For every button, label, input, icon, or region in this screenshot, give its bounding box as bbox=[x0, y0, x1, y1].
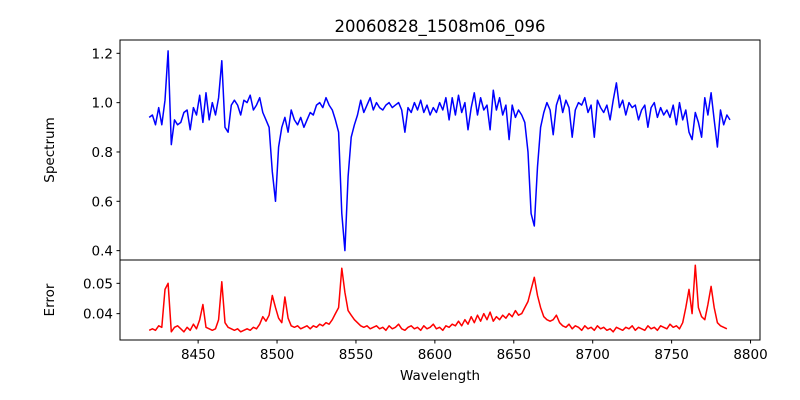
spectrum-series-line bbox=[148, 50, 731, 252]
x-axis-label: Wavelength bbox=[400, 368, 480, 384]
error-x-tick-label: 8600 bbox=[418, 347, 452, 363]
chart-title: 20060828_1508m06_096 bbox=[334, 17, 545, 37]
error-x-tick-label: 8700 bbox=[576, 347, 610, 363]
error-y-axis-label: Error bbox=[42, 283, 58, 316]
error-series-line bbox=[148, 264, 728, 333]
spectrum-y-tick-label: 1.2 bbox=[92, 46, 113, 62]
error-axes: 0.04 0.05 8450 8500 8550 8600 8650 8700 8750 8800 bbox=[83, 259, 768, 363]
spectrum-y-tick-label: 0.8 bbox=[92, 145, 113, 161]
error-x-tick-label: 8750 bbox=[654, 347, 688, 363]
spectrum-y-axis-label: Spectrum bbox=[42, 117, 58, 182]
error-y-tick-label: 0.05 bbox=[83, 276, 113, 292]
error-axes-frame bbox=[119, 259, 761, 341]
error-x-tick-label: 8800 bbox=[733, 347, 767, 363]
error-x-tick-label: 8500 bbox=[260, 347, 294, 363]
error-y-tick-label: 0.04 bbox=[83, 307, 113, 323]
error-x-tick-label: 8550 bbox=[339, 347, 373, 363]
spectrum-y-tick-label: 0.4 bbox=[92, 244, 113, 260]
spectrum-y-tick-label: 1.0 bbox=[92, 96, 113, 112]
error-x-tick-label: 8650 bbox=[497, 347, 531, 363]
spectrum-y-tick-label: 0.6 bbox=[92, 194, 113, 210]
error-x-tick-label: 8450 bbox=[181, 347, 215, 363]
